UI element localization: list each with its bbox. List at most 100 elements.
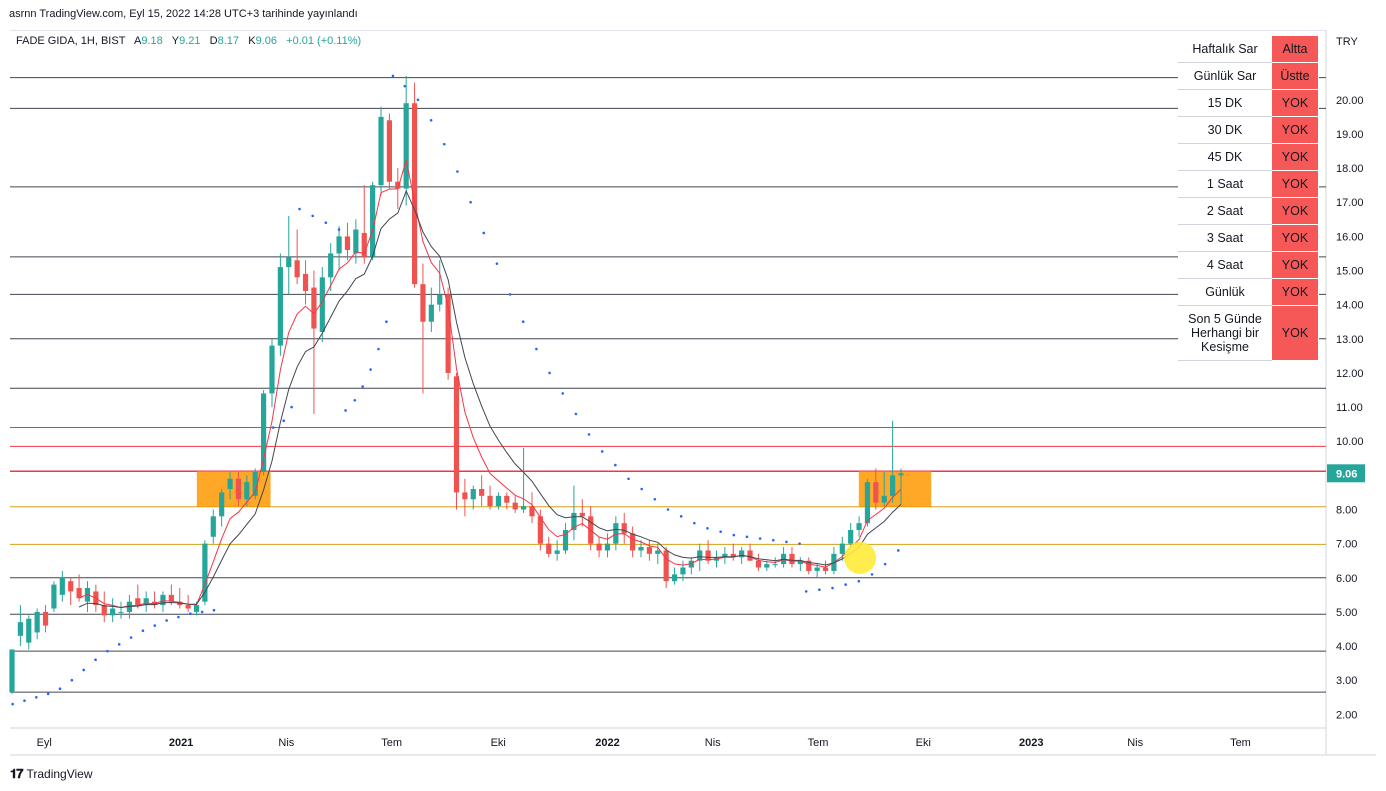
candle-body[interactable] [76, 588, 82, 599]
candle-body[interactable] [512, 502, 518, 510]
candle-body[interactable] [353, 229, 359, 254]
candle-body[interactable] [663, 550, 669, 582]
candle-body[interactable] [370, 185, 376, 257]
candle-body[interactable] [311, 287, 317, 329]
candle-body[interactable] [554, 550, 560, 554]
candle-body[interactable] [504, 495, 510, 503]
candle-body[interactable] [864, 482, 871, 524]
candle-body[interactable] [655, 550, 661, 554]
candle-body[interactable] [386, 120, 393, 182]
candle-body[interactable] [646, 547, 652, 554]
candle-body[interactable] [135, 598, 141, 606]
candle-body[interactable] [202, 543, 208, 602]
candle-body[interactable] [890, 475, 896, 496]
candle-body[interactable] [571, 512, 577, 530]
candle-body[interactable] [193, 605, 200, 612]
candle-body[interactable] [730, 553, 736, 558]
symbol-name[interactable]: FADE GIDA, 1H, BIST [16, 35, 126, 47]
candle-body[interactable] [848, 529, 854, 544]
candle-body[interactable] [445, 294, 451, 373]
candle-body[interactable] [797, 560, 803, 565]
candle-body[interactable] [562, 529, 569, 551]
candle-body[interactable] [688, 560, 694, 568]
candle-body[interactable] [789, 553, 795, 565]
candle-body[interactable] [680, 567, 686, 575]
candle-body[interactable] [319, 277, 325, 332]
candle-body[interactable] [697, 550, 703, 561]
candle-body[interactable] [772, 564, 778, 566]
candle-body[interactable] [814, 567, 820, 571]
candle-body[interactable] [328, 253, 334, 278]
candle-body[interactable] [755, 560, 762, 568]
candle-body[interactable] [495, 495, 502, 507]
candle-body[interactable] [739, 550, 745, 558]
candle-body[interactable] [437, 294, 443, 305]
candle-body[interactable] [235, 478, 242, 500]
candle-body[interactable] [252, 471, 258, 496]
candle-body[interactable] [546, 543, 552, 554]
candle-body[interactable] [244, 482, 250, 500]
candle-body[interactable] [537, 516, 543, 544]
candle-body[interactable] [479, 489, 485, 496]
candle-body[interactable] [34, 611, 40, 633]
candle-body[interactable] [881, 495, 887, 503]
candle-body[interactable] [219, 492, 225, 517]
candle-body[interactable] [487, 495, 493, 507]
candle-body[interactable] [210, 516, 216, 537]
candle-body[interactable] [361, 232, 367, 257]
candle-body[interactable] [747, 550, 753, 561]
candle-body[interactable] [277, 267, 283, 346]
candle-body[interactable] [286, 256, 292, 268]
candle-body[interactable] [395, 181, 401, 189]
candle-body[interactable] [671, 574, 678, 582]
candle-body[interactable] [378, 116, 384, 186]
candle-body[interactable] [613, 523, 619, 544]
candle-body[interactable] [638, 547, 644, 551]
candle-body[interactable] [101, 605, 107, 616]
candle-body[interactable] [764, 564, 770, 568]
candle-body[interactable] [51, 584, 57, 609]
candle-body[interactable] [269, 345, 275, 394]
candle-body[interactable] [294, 260, 300, 278]
candle-body[interactable] [110, 608, 116, 616]
candle-body[interactable] [453, 376, 460, 493]
candle-body[interactable] [898, 473, 904, 476]
candle-body[interactable] [520, 506, 527, 510]
candle-body[interactable] [621, 523, 627, 534]
candle-body[interactable] [579, 512, 585, 517]
candle-body[interactable] [168, 594, 174, 602]
slow-ema-line[interactable] [78, 189, 902, 609]
candle-body[interactable] [227, 478, 233, 490]
candle-body[interactable] [336, 236, 342, 254]
candle-body[interactable] [160, 594, 166, 606]
candle-body[interactable] [17, 622, 23, 636]
candle-body[interactable] [118, 611, 124, 613]
candle-body[interactable] [403, 103, 409, 189]
candle-body[interactable] [143, 598, 149, 606]
candle-body[interactable] [344, 236, 351, 251]
candle-body[interactable] [261, 393, 267, 472]
candle-body[interactable] [302, 273, 309, 291]
candle-body[interactable] [705, 550, 711, 561]
fast-ema-line[interactable] [78, 160, 902, 609]
candle-body[interactable] [604, 543, 611, 551]
highlight-circle[interactable] [844, 541, 877, 574]
candle-body[interactable] [462, 492, 468, 500]
candle-body[interactable] [529, 506, 535, 517]
candle-body[interactable] [68, 581, 74, 592]
candle-body[interactable] [630, 533, 636, 551]
candle-body[interactable] [42, 611, 49, 626]
candle-body[interactable] [411, 103, 418, 285]
candle-body[interactable] [9, 649, 15, 693]
tradingview-logo[interactable]: 𝟏𝟕 TradingView [10, 766, 93, 782]
zone-rectangle[interactable] [196, 471, 271, 507]
candle-body[interactable] [839, 543, 845, 554]
candle-body[interactable] [185, 605, 191, 609]
candle-body[interactable] [722, 553, 728, 558]
candle-body[interactable] [822, 567, 829, 571]
candle-body[interactable] [856, 523, 862, 530]
candle-body[interactable] [470, 489, 476, 500]
candle-body[interactable] [420, 284, 426, 322]
candle-body[interactable] [596, 543, 602, 551]
